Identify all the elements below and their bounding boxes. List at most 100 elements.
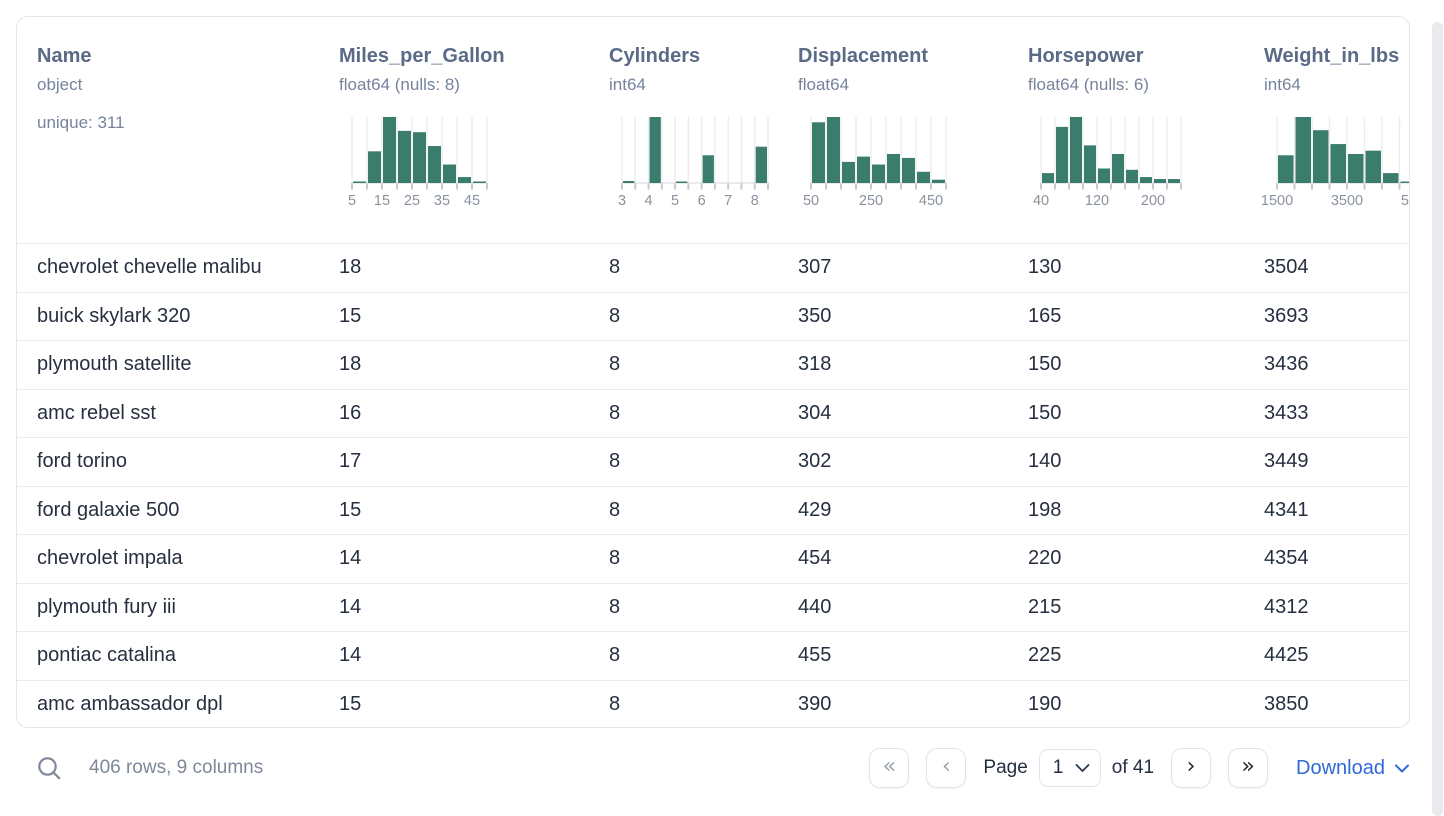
- table-row: plymouth satellite 18 8 318 150 3436: [17, 340, 1409, 389]
- table-cell: 130: [1028, 256, 1062, 279]
- table-cell: 8: [609, 256, 621, 279]
- svg-text:5500: 5500: [1401, 193, 1410, 209]
- column-title: Name: [37, 45, 92, 67]
- table-cell: 8: [609, 304, 621, 327]
- table-cell: 8: [609, 498, 621, 521]
- table-cell: 18: [339, 256, 362, 279]
- svg-text:5: 5: [348, 193, 356, 209]
- page-label: Page: [983, 757, 1028, 778]
- table-cell: 8: [609, 401, 621, 424]
- table-row: buick skylark 320 15 8 350 165 3693: [17, 291, 1409, 341]
- table-cell: chevrolet chevelle malibu: [37, 256, 262, 279]
- vertical-scrollbar[interactable]: [1432, 22, 1443, 816]
- svg-text:45: 45: [464, 193, 480, 209]
- table-cell: 3436: [1264, 353, 1309, 376]
- last-page-button[interactable]: »: [1228, 748, 1269, 788]
- svg-text:3: 3: [618, 193, 626, 209]
- svg-text:120: 120: [1085, 193, 1109, 209]
- column-header-name[interactable]: Name object unique: 311: [37, 43, 339, 243]
- table-cell: 3433: [1264, 401, 1309, 424]
- next-page-button[interactable]: ›: [1171, 748, 1212, 788]
- table-cell: 455: [798, 644, 832, 667]
- column-type: int64: [1264, 75, 1301, 94]
- table-cell: 8: [609, 450, 621, 473]
- first-page-button[interactable]: «: [869, 748, 910, 788]
- previous-page-button[interactable]: ‹: [926, 748, 967, 788]
- histogram-miles-per-gallon[interactable]: 5 15 25 35 45: [348, 117, 609, 209]
- table-cell: pontiac catalina: [37, 644, 176, 667]
- download-button[interactable]: Download: [1296, 757, 1410, 780]
- column-type: float64 (nulls: 8): [339, 75, 460, 94]
- table-cell: 140: [1028, 450, 1062, 473]
- histogram-cylinders[interactable]: 3 4 5 6 7 8: [618, 117, 798, 209]
- svg-text:40: 40: [1033, 193, 1049, 209]
- table-cell: 220: [1028, 547, 1062, 570]
- table-cell: 18: [339, 353, 362, 376]
- table-cell: 440: [798, 595, 832, 618]
- column-header-displacement[interactable]: Displacement float64 50 250 450: [798, 43, 1028, 243]
- table-row: amc ambassador dpl 15 8 390 190 3850: [17, 679, 1409, 728]
- column-unique-count: unique: 311: [37, 113, 125, 132]
- table-cell: 4354: [1264, 547, 1309, 570]
- table-cell: 14: [339, 595, 362, 618]
- column-header-cylinders[interactable]: Cylinders int64 3 4 5 6 7 8: [609, 43, 798, 243]
- table-cell: 429: [798, 498, 832, 521]
- histogram-horsepower[interactable]: 40 120 200: [1033, 117, 1264, 209]
- footer-right: « ‹ Page 1 of 41 › » Download: [869, 748, 1410, 788]
- table-row: chevrolet impala 14 8 454 220 4354: [17, 534, 1409, 583]
- table-row: amc rebel sst 16 8 304 150 3433: [17, 388, 1409, 438]
- table-cell: plymouth satellite: [37, 353, 192, 376]
- table-cell: 15: [339, 692, 362, 715]
- table-cell: 4312: [1264, 595, 1309, 618]
- table-cell: ford torino: [37, 450, 128, 473]
- column-title: Displacement: [798, 45, 929, 67]
- table-cell: 16: [339, 401, 362, 424]
- table-cell: ford galaxie 500: [37, 498, 180, 521]
- page-select[interactable]: 1: [1038, 749, 1101, 787]
- svg-text:6: 6: [698, 193, 706, 209]
- chevron-down-icon: [1075, 763, 1090, 773]
- table-cell: 8: [609, 353, 621, 376]
- search-icon[interactable]: [36, 755, 63, 782]
- table-cell: 8: [609, 547, 621, 570]
- histogram-weight-in-lbs[interactable]: 1500 3500 5500: [1261, 117, 1410, 209]
- svg-text:250: 250: [859, 193, 883, 209]
- table-cell: 14: [339, 547, 362, 570]
- svg-text:35: 35: [434, 193, 450, 209]
- table-footer: 406 rows, 9 columns « ‹ Page 1 of 41 › »: [16, 742, 1410, 794]
- column-header-weight-in-lbs[interactable]: Weight_in_lbs int64 1500 3500 5500: [1261, 43, 1410, 243]
- table-row: plymouth fury iii 14 8 440 215 4312: [17, 582, 1409, 632]
- table-cell: 150: [1028, 353, 1062, 376]
- table-cell: 3693: [1264, 304, 1309, 327]
- table-cell: 304: [798, 401, 832, 424]
- svg-text:3500: 3500: [1331, 193, 1363, 209]
- column-type: float64: [798, 75, 850, 94]
- column-title: Horsepower: [1028, 45, 1144, 67]
- table-cell: amc ambassador dpl: [37, 692, 223, 715]
- table-cell: 318: [798, 353, 832, 376]
- table-cell: chevrolet impala: [37, 547, 183, 570]
- histogram-displacement[interactable]: 50 250 450: [803, 117, 1028, 209]
- table-cell: 4341: [1264, 498, 1309, 521]
- column-title: Weight_in_lbs: [1264, 45, 1400, 67]
- column-header-miles-per-gallon[interactable]: Miles_per_Gallon float64 (nulls: 8) 5 15 25 3…: [339, 43, 609, 243]
- table-cell: 307: [798, 256, 832, 279]
- column-title: Miles_per_Gallon: [339, 45, 505, 67]
- chevron-down-icon: [1394, 763, 1410, 774]
- svg-text:5: 5: [671, 193, 679, 209]
- table-row: pontiac catalina 14 8 455 225 4425: [17, 631, 1409, 680]
- table-cell: 390: [798, 692, 832, 715]
- column-header-horsepower[interactable]: Horsepower float64 (nulls: 6) 40 120 200: [1028, 43, 1264, 243]
- page-select-value: 1: [1052, 757, 1064, 778]
- table-row: ford galaxie 500 15 8 429 198 4341: [17, 485, 1409, 535]
- column-type: int64: [609, 75, 646, 94]
- column-type: object: [37, 75, 83, 94]
- table-cell: 215: [1028, 595, 1062, 618]
- table-cell: 4425: [1264, 644, 1309, 667]
- table-cell: 17: [339, 450, 362, 473]
- table-row: ford torino 17 8 302 140 3449: [17, 437, 1409, 486]
- svg-text:1500: 1500: [1261, 193, 1293, 209]
- svg-text:15: 15: [374, 193, 390, 209]
